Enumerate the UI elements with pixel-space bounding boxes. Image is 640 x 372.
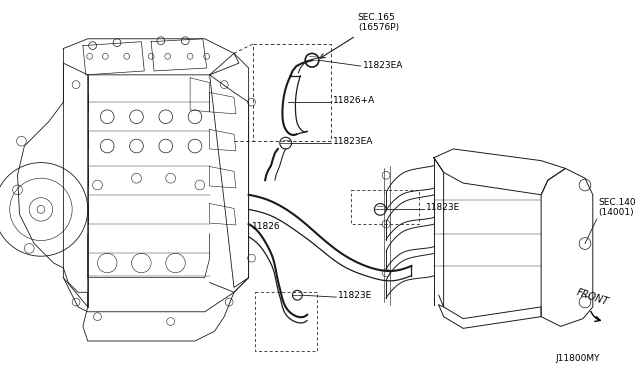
Text: 11823E: 11823E xyxy=(339,291,372,300)
Text: J11800MY: J11800MY xyxy=(556,355,600,363)
Text: 11823E: 11823E xyxy=(426,203,460,212)
Text: 11826+A: 11826+A xyxy=(333,96,376,105)
Text: SEC.165
(16576P): SEC.165 (16576P) xyxy=(358,13,399,32)
Text: 11826: 11826 xyxy=(252,222,280,231)
Text: FRONT: FRONT xyxy=(575,287,610,307)
Text: SEC.140
(14001): SEC.140 (14001) xyxy=(598,198,636,217)
Text: 11823EA: 11823EA xyxy=(333,137,374,146)
Text: 11823EA: 11823EA xyxy=(363,61,403,70)
